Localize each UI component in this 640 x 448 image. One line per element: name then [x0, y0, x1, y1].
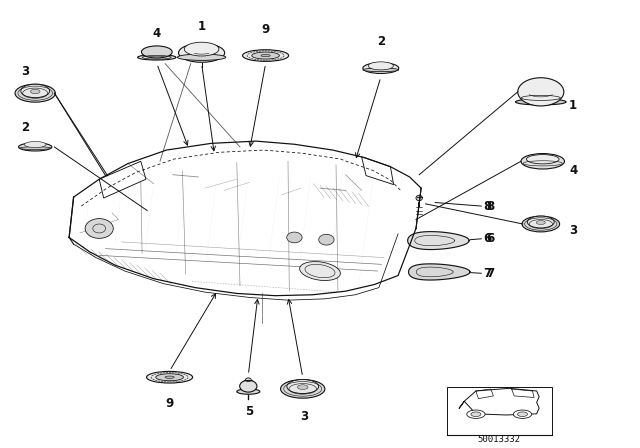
Polygon shape	[408, 264, 470, 280]
Ellipse shape	[237, 389, 260, 394]
Ellipse shape	[363, 68, 399, 72]
Ellipse shape	[177, 54, 226, 60]
Ellipse shape	[261, 54, 270, 57]
Text: 5: 5	[246, 405, 253, 418]
Text: 3: 3	[300, 410, 308, 423]
Ellipse shape	[138, 55, 176, 60]
Text: 2: 2	[377, 34, 385, 48]
Text: 50013332: 50013332	[477, 435, 521, 444]
Text: 3: 3	[22, 65, 29, 78]
Ellipse shape	[252, 52, 280, 59]
Ellipse shape	[518, 78, 564, 106]
Ellipse shape	[24, 142, 46, 147]
Ellipse shape	[298, 385, 308, 389]
Text: 7: 7	[486, 267, 495, 280]
Ellipse shape	[522, 216, 559, 232]
Ellipse shape	[184, 42, 219, 56]
Text: 7: 7	[483, 267, 492, 280]
Circle shape	[319, 234, 334, 245]
Ellipse shape	[246, 378, 252, 382]
Ellipse shape	[147, 371, 193, 383]
Text: 4: 4	[570, 164, 577, 177]
Ellipse shape	[156, 374, 184, 381]
Text: 8: 8	[486, 199, 495, 213]
Ellipse shape	[31, 89, 40, 94]
Ellipse shape	[179, 43, 225, 62]
Ellipse shape	[518, 412, 527, 417]
Text: 1: 1	[569, 99, 577, 112]
Text: 4: 4	[153, 27, 161, 40]
Text: 2: 2	[22, 121, 29, 134]
Circle shape	[85, 219, 113, 238]
Text: 6: 6	[486, 232, 495, 246]
Ellipse shape	[243, 50, 289, 61]
Ellipse shape	[15, 84, 56, 102]
Ellipse shape	[287, 379, 319, 393]
Ellipse shape	[141, 46, 172, 58]
Text: 9: 9	[262, 22, 269, 36]
Ellipse shape	[21, 84, 50, 98]
Text: 1: 1	[198, 20, 205, 34]
Text: 6: 6	[483, 232, 492, 246]
Text: 3: 3	[570, 224, 577, 237]
Text: 8: 8	[483, 199, 492, 213]
Ellipse shape	[521, 154, 564, 169]
Ellipse shape	[536, 220, 545, 224]
Ellipse shape	[368, 62, 394, 70]
Ellipse shape	[526, 155, 559, 164]
Polygon shape	[408, 232, 469, 250]
Text: 9: 9	[166, 396, 173, 410]
Ellipse shape	[240, 380, 257, 392]
Ellipse shape	[363, 63, 399, 73]
Ellipse shape	[300, 262, 340, 280]
Ellipse shape	[19, 147, 51, 150]
Circle shape	[287, 232, 302, 243]
Ellipse shape	[467, 410, 485, 418]
Ellipse shape	[471, 412, 481, 417]
Ellipse shape	[515, 99, 566, 105]
Ellipse shape	[416, 195, 422, 201]
Ellipse shape	[165, 376, 174, 379]
Ellipse shape	[280, 379, 325, 398]
Ellipse shape	[527, 216, 554, 228]
Ellipse shape	[513, 410, 532, 418]
Ellipse shape	[19, 143, 52, 151]
